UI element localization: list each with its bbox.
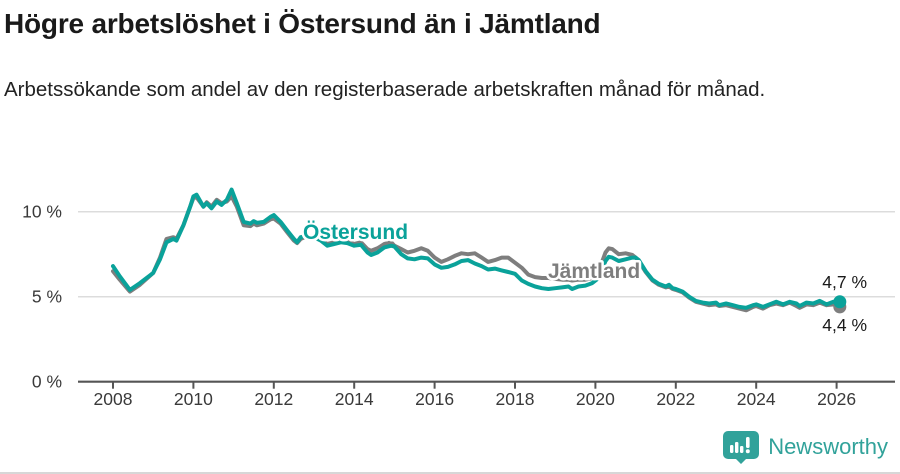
x-tick-label: 2018 — [496, 389, 535, 409]
x-tick-label: 2020 — [576, 389, 615, 409]
page-title: Högre arbetslöshet i Östersund än i Jämt… — [4, 8, 601, 39]
x-tick-label: 2022 — [656, 389, 695, 409]
y-tick-label: 0 % — [32, 372, 62, 392]
x-tick-label: 2026 — [817, 389, 856, 409]
x-tick-label: 2012 — [254, 389, 293, 409]
y-tick-label: 5 % — [32, 287, 62, 307]
x-tick-label: 2010 — [174, 389, 213, 409]
end-value-label-ostersund: 4,7 % — [822, 272, 867, 292]
brand-name: Newsworthy — [768, 434, 888, 459]
series-line-jamtland — [111, 194, 842, 313]
x-tick-label: 2014 — [335, 389, 374, 409]
chart-subtitle: Arbetssökande som andel av den registerb… — [4, 78, 766, 101]
brand-footer: Newsworthy — [722, 430, 888, 464]
newsworthy-logo-icon — [723, 431, 760, 464]
series-label-jamtland: Jämtland — [548, 260, 640, 283]
logo-bar-chart-glyph — [730, 437, 750, 454]
series-end-dot-ostersund — [833, 295, 847, 309]
end-value-label-jamtland: 4,4 % — [822, 315, 867, 335]
series-line-ostersund — [111, 187, 842, 310]
x-tick-label: 2008 — [94, 389, 133, 409]
series-label-ostersund: Östersund — [303, 221, 408, 244]
y-tick-label: 10 % — [22, 202, 62, 222]
x-tick-label: 2024 — [737, 389, 776, 409]
x-tick-label: 2016 — [415, 389, 454, 409]
